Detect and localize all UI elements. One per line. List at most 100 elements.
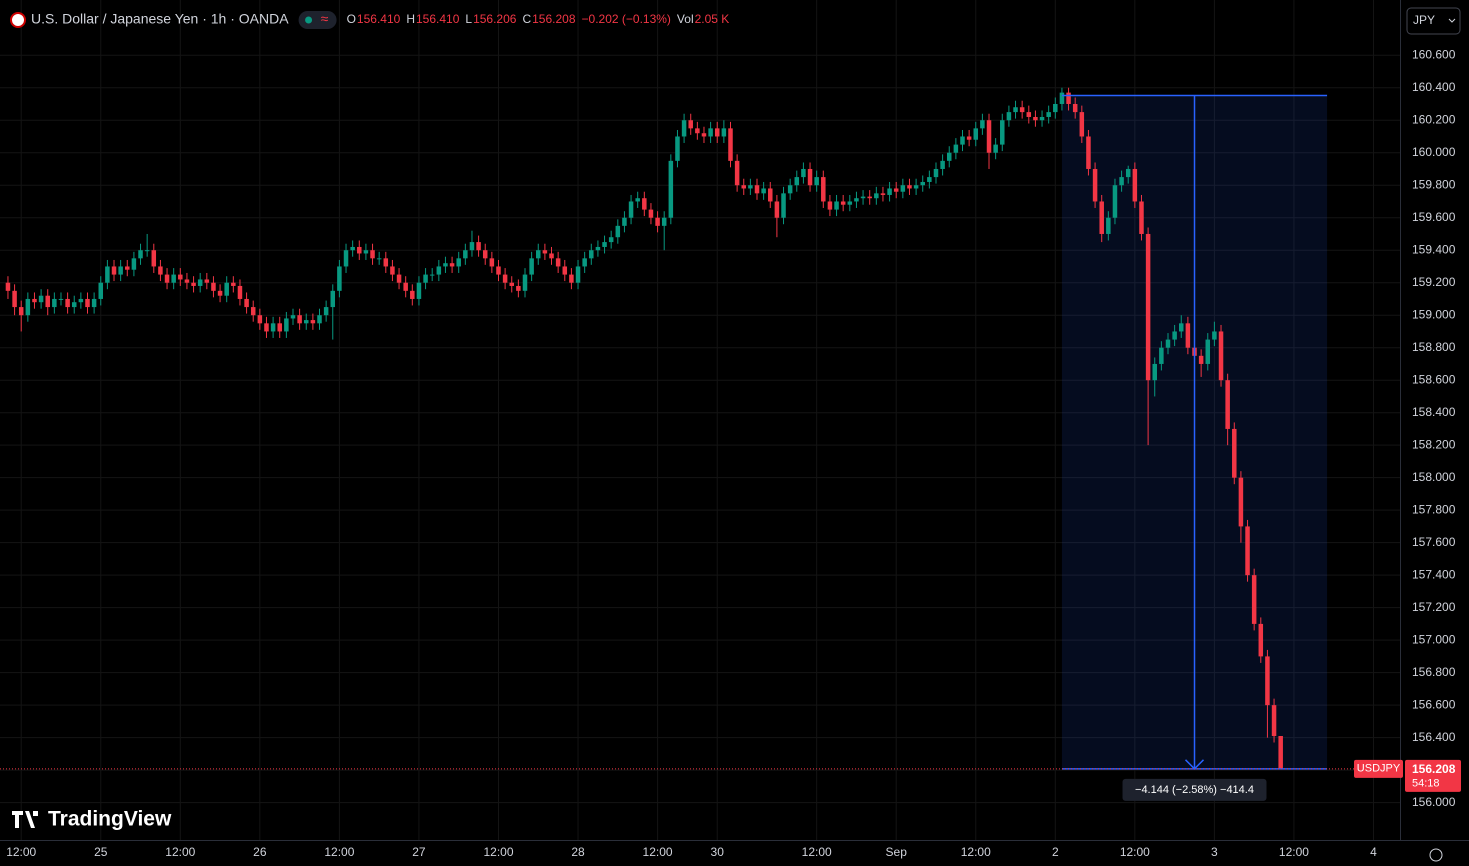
candle-body bbox=[1218, 331, 1224, 381]
candle-body bbox=[370, 250, 375, 259]
candle-body bbox=[171, 274, 176, 283]
candle-body bbox=[52, 298, 57, 308]
candle-body bbox=[1139, 201, 1144, 234]
candle-body bbox=[144, 250, 150, 252]
candle-body bbox=[423, 274, 428, 283]
candle-body bbox=[350, 246, 355, 251]
grid bbox=[0, 0, 1400, 840]
candle-body bbox=[748, 185, 753, 189]
y-tick-label: 159.800 bbox=[1412, 177, 1456, 191]
legend-label: Vol bbox=[677, 12, 694, 26]
candle-body bbox=[648, 209, 654, 218]
candle-body bbox=[1132, 168, 1138, 202]
candle-body bbox=[1019, 107, 1025, 113]
candle-body bbox=[151, 250, 157, 267]
y-tick-label: 159.600 bbox=[1412, 210, 1456, 224]
candle-body bbox=[310, 320, 316, 324]
legend-label: L bbox=[465, 12, 472, 26]
currency-button[interactable] bbox=[1406, 7, 1461, 35]
candle-body bbox=[476, 242, 481, 251]
x-tick-label: 12:00 bbox=[1279, 845, 1309, 859]
candle-body bbox=[1152, 363, 1157, 381]
candle-body bbox=[45, 295, 50, 308]
x-tick-label: 12:00 bbox=[6, 845, 36, 859]
candle-body bbox=[536, 250, 541, 259]
candle-body bbox=[496, 266, 501, 275]
candle-body bbox=[887, 188, 892, 195]
x-tick-label: 2 bbox=[1052, 845, 1059, 859]
candle-body bbox=[688, 120, 693, 129]
candle-body bbox=[390, 266, 395, 275]
candle-body bbox=[814, 177, 819, 186]
candle-body bbox=[628, 201, 634, 218]
candle-body bbox=[1099, 201, 1104, 234]
candle-body bbox=[1205, 339, 1211, 364]
x-tick-label: 30 bbox=[711, 845, 725, 859]
legend-value: 156.410 bbox=[357, 12, 401, 26]
candle-body bbox=[1046, 112, 1051, 117]
candle-body bbox=[595, 246, 601, 251]
candle-body bbox=[410, 290, 415, 299]
candle-body bbox=[874, 193, 879, 199]
candle-body bbox=[907, 185, 912, 189]
candle-body bbox=[1006, 112, 1012, 121]
x-tick-label: 12:00 bbox=[961, 845, 991, 859]
candle-body bbox=[1059, 92, 1065, 104]
candle-body bbox=[197, 279, 203, 286]
candle-body bbox=[125, 266, 130, 270]
y-tick-label: 158.600 bbox=[1412, 372, 1456, 386]
candle-body bbox=[416, 282, 422, 299]
candle-body bbox=[728, 128, 733, 161]
candle-body bbox=[1079, 112, 1085, 137]
candle-body bbox=[801, 168, 806, 178]
legend-label: H bbox=[406, 12, 415, 26]
candle-body bbox=[38, 295, 44, 303]
candle-body bbox=[608, 237, 614, 243]
candle-body bbox=[211, 282, 216, 291]
y-tick-label: 158.200 bbox=[1412, 437, 1456, 451]
candle-body bbox=[555, 258, 561, 267]
candle-body bbox=[900, 185, 906, 192]
candle-body bbox=[1086, 136, 1091, 169]
legend-value: 156.206 bbox=[473, 12, 517, 26]
legend-value: 2.05 K bbox=[695, 12, 730, 26]
x-tick-label: 12:00 bbox=[165, 845, 195, 859]
candle-body bbox=[927, 177, 932, 182]
candle-body bbox=[1066, 92, 1071, 104]
currency-label: JPY bbox=[1413, 13, 1435, 27]
settings-icon[interactable] bbox=[1429, 848, 1443, 862]
candle-body bbox=[1125, 168, 1131, 178]
candle-body bbox=[562, 266, 568, 275]
measure-label-box bbox=[1122, 778, 1267, 801]
candle-body bbox=[1053, 103, 1058, 113]
candle-body bbox=[449, 263, 455, 267]
candle-body bbox=[701, 133, 707, 137]
candle-body bbox=[913, 185, 919, 189]
candle-body bbox=[867, 196, 872, 199]
candle-body bbox=[118, 266, 123, 275]
logo: TradingView bbox=[12, 808, 172, 831]
symbol-icon bbox=[10, 12, 26, 28]
symbol-tag-label: USDJPY bbox=[1357, 763, 1401, 775]
legend-value: −0.202 (−0.13%) bbox=[582, 12, 671, 26]
candle-body bbox=[376, 258, 382, 260]
candle-body bbox=[502, 274, 508, 283]
candle-body bbox=[1172, 331, 1177, 340]
candle-body bbox=[734, 160, 740, 186]
candle-body bbox=[966, 136, 972, 140]
candle-body bbox=[357, 246, 362, 254]
candle-body bbox=[264, 323, 269, 332]
candle-body bbox=[32, 298, 37, 303]
y-tick-label: 158.400 bbox=[1412, 405, 1456, 419]
candle-body bbox=[383, 258, 389, 267]
candle-body bbox=[781, 193, 786, 218]
candle-body bbox=[1072, 103, 1078, 113]
candle-body bbox=[343, 250, 349, 267]
candle-body bbox=[655, 217, 660, 226]
candle-body bbox=[98, 282, 104, 299]
candle-body bbox=[1092, 168, 1098, 202]
price-tag bbox=[1405, 759, 1461, 792]
candle-body bbox=[429, 274, 435, 276]
y-tick-label: 157.000 bbox=[1412, 632, 1456, 646]
